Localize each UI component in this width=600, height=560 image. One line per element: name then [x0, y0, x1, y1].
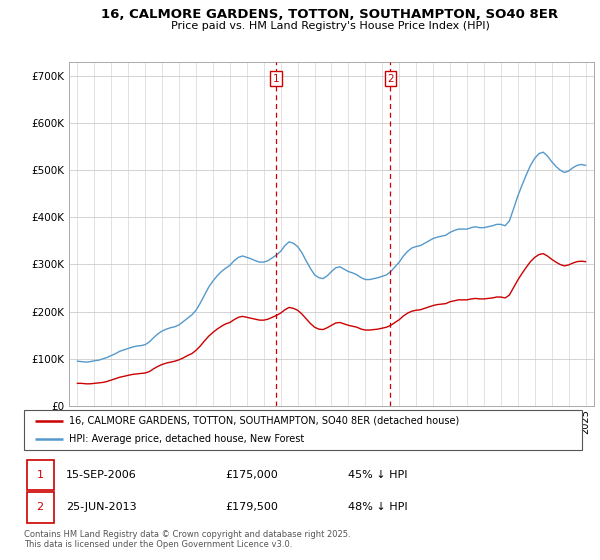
Text: HPI: Average price, detached house, New Forest: HPI: Average price, detached house, New … [68, 434, 304, 444]
Text: 16, CALMORE GARDENS, TOTTON, SOUTHAMPTON, SO40 8ER (detached house): 16, CALMORE GARDENS, TOTTON, SOUTHAMPTON… [68, 416, 459, 426]
Bar [27, 460, 53, 490]
Text: 45% ↓ HPI: 45% ↓ HPI [347, 470, 407, 480]
Text: 16, CALMORE GARDENS, TOTTON, SOUTHAMPTON, SO40 8ER: 16, CALMORE GARDENS, TOTTON, SOUTHAMPTON… [101, 8, 559, 21]
Text: 2: 2 [37, 502, 44, 512]
Text: 1: 1 [37, 470, 44, 480]
Text: Price paid vs. HM Land Registry's House Price Index (HPI): Price paid vs. HM Land Registry's House … [170, 21, 490, 31]
Bar [27, 492, 53, 522]
Text: 2: 2 [387, 74, 394, 83]
Text: 48% ↓ HPI: 48% ↓ HPI [347, 502, 407, 512]
Text: £179,500: £179,500 [225, 502, 278, 512]
Text: 15-SEP-2006: 15-SEP-2006 [66, 470, 137, 480]
Text: 25-JUN-2013: 25-JUN-2013 [66, 502, 136, 512]
Text: £175,000: £175,000 [225, 470, 278, 480]
Text: 1: 1 [272, 74, 279, 83]
Text: Contains HM Land Registry data © Crown copyright and database right 2025.
This d: Contains HM Land Registry data © Crown c… [24, 530, 350, 549]
